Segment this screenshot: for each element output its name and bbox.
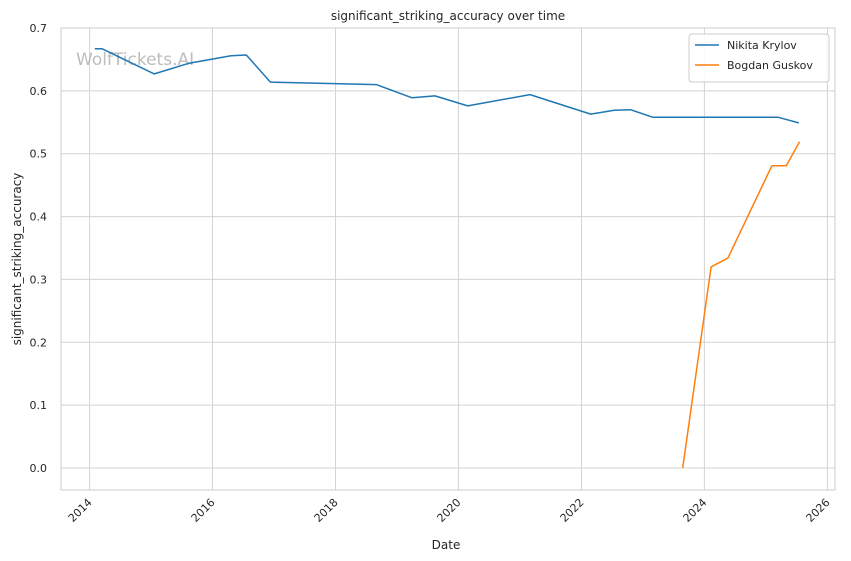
chart-title: significant_striking_accuracy over time bbox=[331, 9, 565, 23]
x-tick-label: 2016 bbox=[189, 496, 218, 525]
x-tick-label: 2026 bbox=[804, 496, 833, 525]
y-axis-title: significant_striking_accuracy bbox=[10, 173, 24, 346]
x-tick-label: 2024 bbox=[681, 496, 710, 525]
watermark-text: WolfTickets.AI bbox=[76, 50, 194, 70]
y-tick-label: 0.1 bbox=[30, 399, 48, 412]
x-axis-title: Date bbox=[432, 538, 461, 552]
y-tick-label: 0.4 bbox=[30, 211, 48, 224]
y-tick-label: 0.5 bbox=[30, 148, 48, 161]
series-layer bbox=[94, 47, 801, 469]
x-tick-label: 2020 bbox=[435, 496, 464, 525]
x-tick-label: 2014 bbox=[66, 496, 95, 525]
y-tick-label: 0.7 bbox=[30, 22, 48, 35]
y-tick-label: 0.6 bbox=[30, 85, 48, 98]
plot-border bbox=[60, 27, 836, 491]
y-tick-label: 0.3 bbox=[30, 273, 48, 286]
x-tick-labels: 2014 2016 2018 2020 2022 2024 2026 bbox=[66, 496, 833, 525]
x-tick-label: 2022 bbox=[558, 496, 587, 525]
y-tick-label: 0.2 bbox=[30, 336, 48, 349]
plot-area bbox=[61, 28, 835, 490]
legend-label: Nikita Krylov bbox=[727, 39, 797, 52]
axes-frame bbox=[60, 27, 836, 491]
series-line-nikita-krylov bbox=[94, 47, 799, 124]
x-tick-label: 2018 bbox=[312, 496, 341, 525]
legend-box bbox=[688, 33, 830, 83]
legend: Nikita Krylov Bogdan Guskov bbox=[688, 33, 830, 83]
legend-label: Bogdan Guskov bbox=[727, 59, 813, 72]
grid-lines bbox=[61, 27, 835, 490]
y-tick-label: 0.0 bbox=[30, 462, 48, 475]
y-tick-labels: 0.0 0.1 0.2 0.3 0.4 0.5 0.6 0.7 bbox=[30, 22, 48, 475]
series-line-bogdan-guskov bbox=[681, 141, 801, 469]
